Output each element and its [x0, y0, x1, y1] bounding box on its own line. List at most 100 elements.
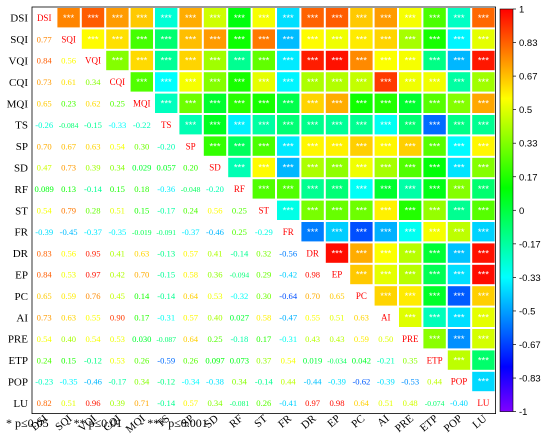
correlation-value: -0.37: [182, 227, 201, 237]
y-tick-label: FR: [15, 227, 29, 239]
correlation-value: 0.030: [132, 334, 151, 344]
correlation-value: -0.53: [401, 377, 419, 387]
significance-stars: ***: [478, 313, 489, 324]
correlation-value: -0.44: [304, 377, 323, 387]
correlation-value: -0.091: [156, 228, 176, 237]
correlation-value: 0.82: [37, 398, 52, 408]
heatmap-cell: [203, 93, 227, 113]
heatmap-cell: [350, 264, 373, 285]
significance-stars: ***: [234, 163, 245, 174]
correlation-value: -0.084: [59, 121, 79, 130]
correlation-value: -0.13: [157, 248, 175, 258]
heatmap-cell: [423, 136, 446, 156]
significance-stars: ***: [136, 13, 147, 24]
significance-footnote: * p≤0.05 ** p≤0.01 *** p≤0.001: [6, 416, 230, 431]
significance-stars: ***: [307, 13, 318, 24]
heatmap-cell: [301, 8, 324, 28]
diagonal-label: PC: [356, 291, 367, 301]
correlation-value: 0.76: [85, 291, 101, 301]
colorbar-tick-label: 0.5: [519, 105, 532, 116]
colorbar-tick-label: 1: [519, 5, 524, 16]
significance-stars: ***: [356, 120, 367, 131]
correlation-value: -0.14: [157, 398, 176, 408]
heatmap-cell: [277, 179, 300, 199]
heatmap-cell: [447, 179, 471, 199]
heatmap-cell: [179, 115, 202, 135]
y-tick-label: DSI: [10, 13, 28, 25]
significance-stars: ***: [405, 206, 416, 217]
y-axis-labels: DSI SQI VQI CQI MQI TS SP SD RF ST FR DR EP PC AI PRE ET…: [7, 13, 29, 410]
y-tick-label: CQI: [9, 77, 28, 89]
significance-stars: ***: [478, 120, 489, 131]
heatmap-cell: [399, 200, 422, 220]
significance-stars: ***: [185, 99, 196, 110]
heatmap-cell: [423, 222, 446, 242]
heatmap-cell: [252, 93, 275, 113]
significance-stars: ***: [307, 34, 318, 45]
heatmap-cell: [447, 329, 471, 349]
heatmap-cell: [325, 8, 349, 28]
heatmap-cell: [350, 200, 373, 220]
significance-stars: ***: [478, 291, 489, 302]
correlation-value: 0.24: [183, 206, 199, 216]
heatmap-cell: [423, 8, 446, 28]
significance-stars: ***: [380, 77, 391, 88]
significance-stars: ***: [380, 120, 391, 131]
correlation-value: -0.15: [157, 270, 175, 280]
correlation-value: -0.21: [377, 355, 395, 365]
significance-stars: ***: [234, 34, 245, 45]
heatmap-cell: [57, 8, 80, 28]
significance-stars: ***: [331, 77, 342, 88]
heatmap-cell: [252, 50, 275, 71]
heatmap-cell: [228, 93, 251, 113]
colorbar-tick-label: -0.17: [519, 239, 541, 250]
colorbar-tick-label: -0.33: [519, 273, 541, 284]
correlation-value: -0.42: [279, 270, 297, 280]
significance-stars: ***: [283, 206, 294, 217]
significance-stars: ***: [453, 291, 464, 302]
heatmap-cell: [301, 93, 324, 113]
correlation-value: 0.62: [85, 99, 100, 109]
heatmap-cell: [301, 50, 324, 71]
heatmap-cell: [252, 136, 275, 156]
colorbar-gradient: [499, 8, 514, 412]
heatmap-cell: [350, 157, 373, 178]
significance-stars: ***: [136, 77, 147, 88]
correlation-value: 0.54: [110, 141, 126, 151]
heatmap-cell: [179, 8, 202, 28]
significance-stars: ***: [234, 13, 245, 24]
colorbar-tick-label: 0.17: [519, 172, 538, 183]
correlation-value: -0.39: [377, 377, 395, 387]
x-tick-label: AI: [375, 412, 392, 429]
significance-stars: ***: [356, 141, 367, 152]
significance-stars: ***: [331, 120, 342, 131]
heatmap-cell: [472, 93, 495, 113]
x-tick-label: DR: [299, 412, 319, 431]
heatmap-cell: [447, 222, 471, 242]
heatmap-cell: [447, 264, 471, 285]
heatmap-cell: [277, 115, 300, 135]
heatmap-cell: [472, 307, 495, 327]
correlation-value: 0.17: [256, 334, 272, 344]
y-tick-label: DR: [13, 248, 29, 260]
heatmap-cell: [423, 93, 446, 113]
heatmap-cell: [203, 136, 227, 156]
heatmap-cell: [325, 93, 349, 113]
correlation-value: 0.59: [61, 291, 76, 301]
significance-stars: ***: [405, 99, 416, 110]
correlation-value: 0.73: [61, 163, 76, 173]
correlation-value: 0.44: [427, 377, 443, 387]
y-tick-label: RF: [15, 184, 28, 196]
heatmap-cell: [423, 179, 446, 199]
significance-stars: ***: [258, 163, 269, 174]
significance-stars: ***: [405, 34, 416, 45]
correlation-value: 0.25: [232, 206, 247, 216]
heatmap-cell: [423, 243, 446, 263]
correlation-value: 0.64: [354, 398, 370, 408]
heatmap-cell: [472, 243, 495, 263]
significance-stars: ***: [331, 34, 342, 45]
diagonal-label: ST: [259, 206, 270, 216]
significance-stars: ***: [405, 184, 416, 195]
heatmap-cell: [301, 200, 324, 220]
significance-stars: ***: [283, 184, 294, 195]
